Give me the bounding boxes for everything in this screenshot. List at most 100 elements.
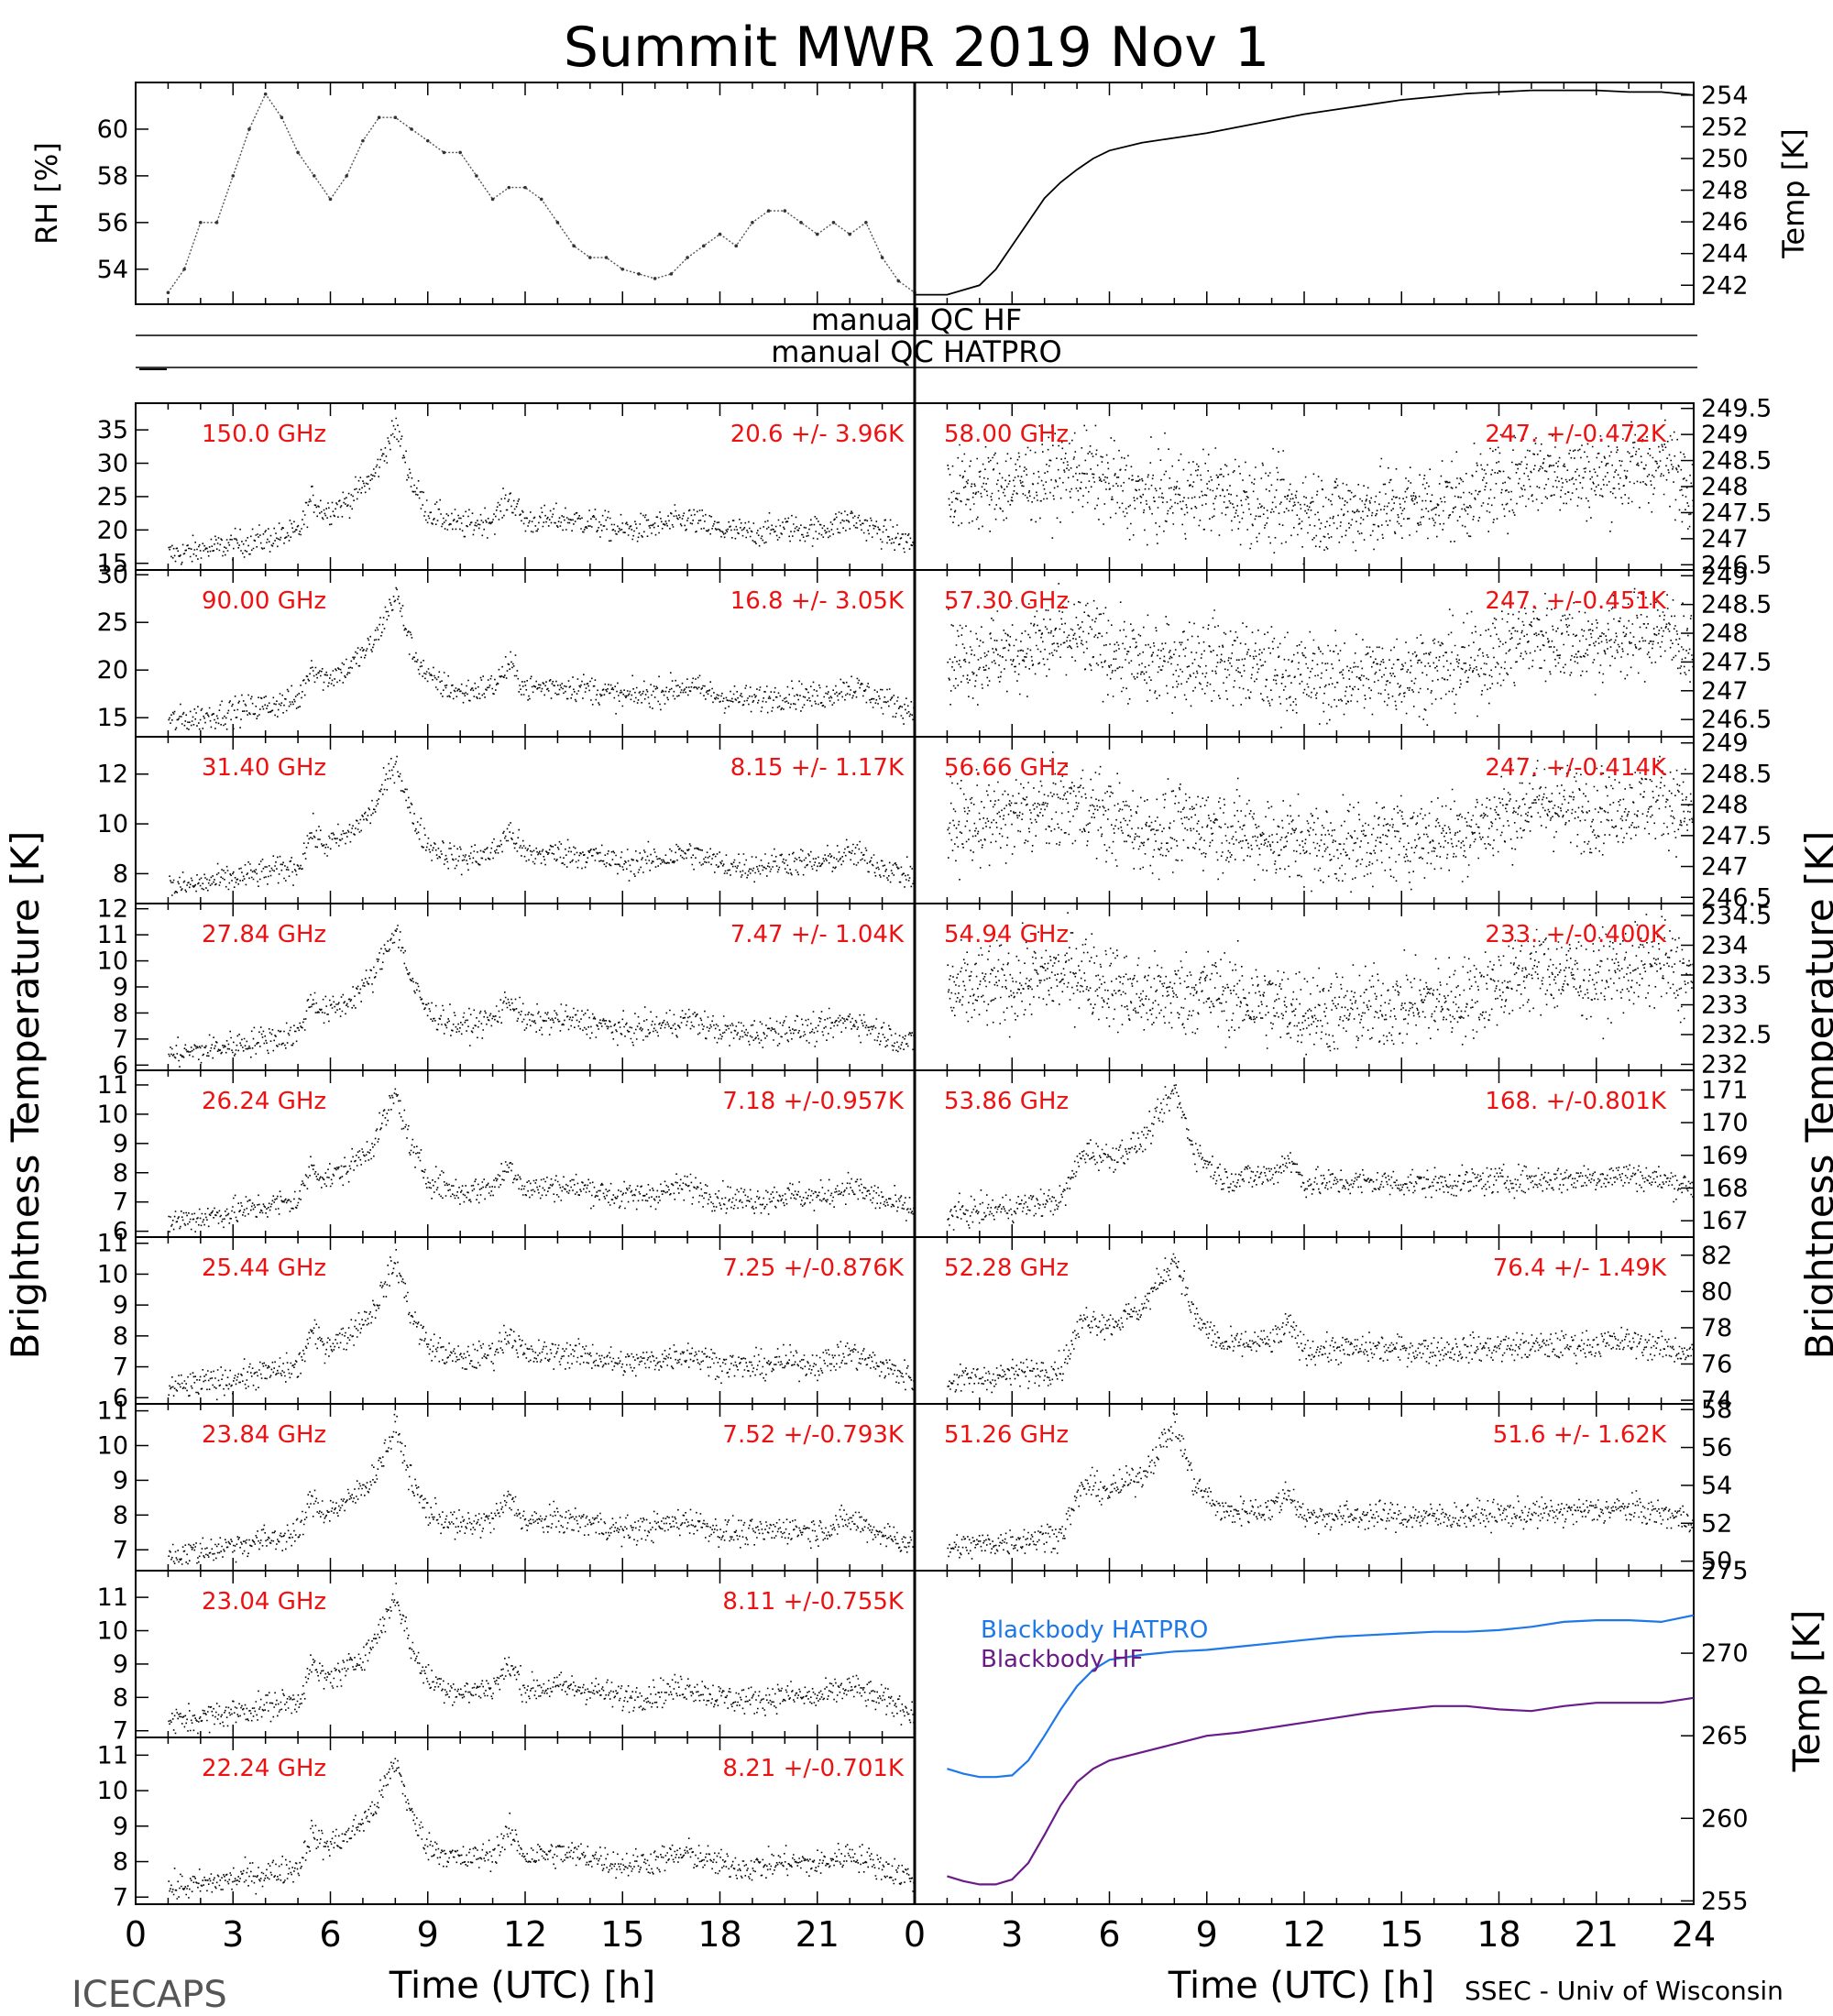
b2304-panel: 7 8 9 10 11 23.04 GHz 8.11 +/-0.755K xyxy=(97,1570,916,1746)
rh-point xyxy=(523,185,527,190)
rh-point xyxy=(296,150,300,155)
b314-ytick-label: 12 xyxy=(97,761,128,789)
b2224-ytick-label: 9 xyxy=(113,1813,128,1841)
rh-point xyxy=(393,115,398,120)
bb-ytick-label: 275 xyxy=(1701,1557,1749,1585)
rh-point xyxy=(604,256,609,259)
b5800-ytick-label: 247 xyxy=(1701,525,1749,553)
b90-panel: 15 20 25 30 90.00 GHz 16.8 +/- 3.05K xyxy=(97,561,916,738)
b5666-stat-label: 247. +/-0.414K xyxy=(1485,754,1667,782)
b5666-freq-label: 56.66 GHz xyxy=(944,754,1069,782)
b2384-ytick-label: 10 xyxy=(97,1432,128,1461)
rh-point xyxy=(345,174,349,178)
rh-panel: 54 56 58 60 RH [%] xyxy=(29,82,916,305)
b5126-panel: 50 52 54 56 58 51.26 GHz 51.6 +/- 1.62K xyxy=(914,1396,1732,1576)
b5126-ytick-label: 56 xyxy=(1701,1434,1732,1463)
b2384-freq-label: 23.84 GHz xyxy=(202,1421,326,1449)
b2624-ytick-label: 9 xyxy=(113,1130,128,1158)
b5386-ytick-label: 167 xyxy=(1701,1207,1749,1235)
rh-point xyxy=(734,244,739,248)
b5228-ytick-label: 82 xyxy=(1701,1242,1732,1270)
b5126-ytick-label: 50 xyxy=(1701,1548,1732,1576)
rh-point xyxy=(637,272,641,276)
b90-ytick-label: 20 xyxy=(97,656,128,685)
rh-point xyxy=(880,256,884,259)
rh-point xyxy=(312,174,316,178)
rh-point xyxy=(766,209,771,213)
b2544-ytick-label: 8 xyxy=(113,1322,128,1351)
rh-point xyxy=(799,221,803,225)
rh-series xyxy=(167,93,916,293)
b5386-panel: 167 168 169 170 171 53.86 GHz 168. +/-0.801K xyxy=(914,1069,1749,1238)
rh-point xyxy=(458,150,462,155)
rh-point xyxy=(686,256,689,259)
b90-stat-label: 16.8 +/- 3.05K xyxy=(730,587,905,615)
b5800-ytick-label: 248 xyxy=(1701,473,1749,501)
b5800-ytick-label: 248.5 xyxy=(1701,447,1772,476)
b5126-freq-label: 51.26 GHz xyxy=(944,1421,1069,1449)
rh-point xyxy=(669,272,674,276)
rh-point xyxy=(718,232,722,236)
b2544-ytick-label: 6 xyxy=(113,1384,128,1412)
rh-point xyxy=(263,92,268,96)
temp-series xyxy=(915,89,1695,296)
b2384-trace xyxy=(168,1413,916,1565)
b150-ytick-label: 25 xyxy=(97,483,128,511)
b2784-ytick-label: 6 xyxy=(113,1051,128,1079)
b150-ytick-label: 20 xyxy=(97,516,128,544)
b90-ytick-label: 30 xyxy=(97,561,128,589)
b2304-ytick-label: 10 xyxy=(97,1617,128,1646)
b5800-ytick-label: 249 xyxy=(1701,421,1749,449)
b5228-stat-label: 76.4 +/- 1.49K xyxy=(1493,1255,1667,1282)
b5386-trace xyxy=(947,1084,1695,1231)
b2224-panel: 7 8 9 10 11 22.24 GHz 8.21 +/-0.701K xyxy=(97,1737,916,1912)
b5800-freq-label: 58.00 GHz xyxy=(944,421,1069,448)
b2544-trace xyxy=(168,1249,916,1401)
b5494-ytick-label: 232 xyxy=(1701,1051,1749,1079)
b2384-ytick-label: 9 xyxy=(113,1466,128,1495)
b5228-trace xyxy=(947,1253,1695,1394)
b2624-ytick-label: 8 xyxy=(113,1159,128,1188)
bb-ytick-label: 260 xyxy=(1701,1804,1749,1833)
b5800-ytick-label: 246.5 xyxy=(1701,551,1772,579)
chart-title: Summit MWR 2019 Nov 1 xyxy=(564,16,1269,80)
b5800-trace xyxy=(947,419,1695,565)
rh-point xyxy=(701,244,706,248)
b2624-ytick-label: 6 xyxy=(113,1218,128,1246)
rh-point xyxy=(620,267,625,271)
b5126-trace xyxy=(947,1412,1695,1560)
xtick-label-left: 3 xyxy=(222,1914,244,1955)
b2784-ytick-label: 11 xyxy=(97,921,128,949)
b2784-ytick-label: 8 xyxy=(113,999,128,1027)
b150-panel: 15 20 25 30 35 150.0 GHz 20.6 +/- 3.96K xyxy=(97,402,916,578)
qc-label-hatpro: manual QC HATPRO xyxy=(771,334,1061,369)
b150-ytick-label: 30 xyxy=(97,450,128,478)
b5386-stat-label: 168. +/-0.801K xyxy=(1485,1088,1667,1115)
right-ylabel: Brightness Temperature [K] xyxy=(1797,831,1833,1360)
footer-left: ICECAPS xyxy=(71,1974,227,2016)
rh-point xyxy=(751,221,754,225)
b2304-ytick-label: 7 xyxy=(113,1717,128,1746)
b2624-freq-label: 26.24 GHz xyxy=(202,1088,326,1115)
rh-point xyxy=(896,279,901,283)
b2384-ytick-label: 11 xyxy=(97,1397,128,1426)
b5228-panel: 74 76 78 80 82 52.28 GHz 76.4 +/- 1.49K xyxy=(914,1236,1732,1415)
rh-point xyxy=(831,221,836,225)
xtick-label-left: 0 xyxy=(125,1914,147,1955)
bb-ytick-label: 270 xyxy=(1701,1639,1749,1668)
bb-ytick-label: 255 xyxy=(1701,1887,1749,1915)
b5494-ytick-label: 233.5 xyxy=(1701,961,1772,990)
b5800-ytick-label: 247.5 xyxy=(1701,499,1772,527)
b2224-ytick-label: 7 xyxy=(113,1883,128,1912)
b314-freq-label: 31.40 GHz xyxy=(202,754,326,782)
bb-panel: 255 260 265 270 275 Blackbody HATPROBlackbody… xyxy=(914,1557,1828,1915)
b150-stat-label: 20.6 +/- 3.96K xyxy=(730,421,905,448)
rh-ytick-label: 60 xyxy=(97,115,128,144)
rh-point xyxy=(555,221,560,225)
rh-point xyxy=(182,267,186,271)
b314-stat-label: 8.15 +/- 1.17K xyxy=(730,754,905,782)
xtick-label-left: 15 xyxy=(600,1914,644,1955)
